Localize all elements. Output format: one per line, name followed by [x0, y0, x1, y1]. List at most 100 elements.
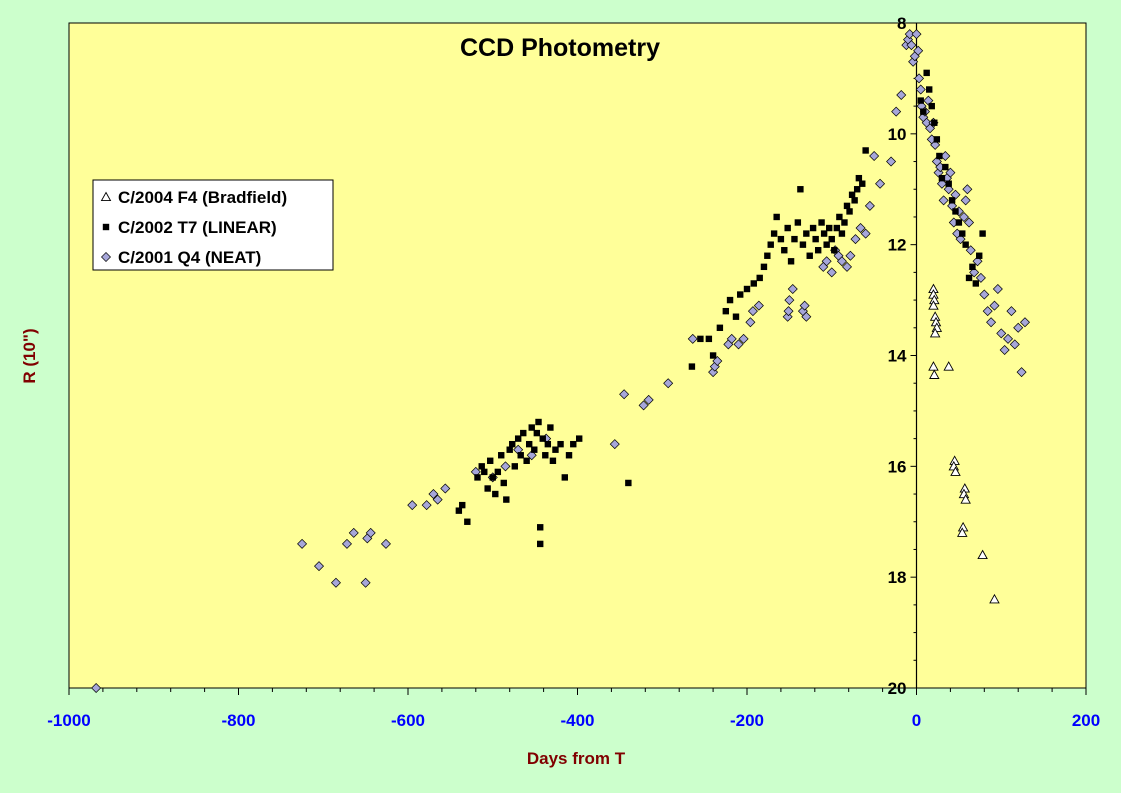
diamond-point	[663, 378, 674, 389]
square-point	[500, 479, 507, 487]
diamond-point	[965, 245, 976, 256]
triangle-point	[928, 361, 939, 371]
x-tick-label: -600	[391, 711, 425, 730]
square-point	[535, 418, 542, 426]
series-triangle	[928, 283, 1000, 604]
diamond-point	[1003, 333, 1014, 344]
square-point	[826, 224, 833, 232]
diamond-point	[432, 494, 443, 505]
square-point	[855, 174, 863, 182]
square-point	[851, 197, 858, 204]
square-point	[494, 468, 502, 476]
square-point	[547, 424, 554, 431]
legend-entry-label: C/2004 F4 (Bradfield)	[118, 188, 287, 207]
square-point	[952, 208, 959, 215]
square-point	[716, 324, 724, 331]
square-point	[972, 280, 980, 287]
diamond-point	[428, 489, 439, 500]
square-point	[557, 440, 564, 448]
diamond-point	[855, 223, 866, 234]
triangle-point	[960, 494, 971, 504]
square-point	[544, 440, 552, 448]
diamond-point	[91, 683, 102, 693]
square-point	[799, 241, 807, 248]
legend-square-marker	[102, 223, 110, 231]
square-point	[931, 119, 938, 126]
square-point	[948, 197, 956, 204]
square-point	[726, 296, 734, 304]
square-point	[969, 263, 976, 271]
chart-title: CCD Photometry	[460, 34, 660, 62]
square-point	[484, 485, 491, 492]
diamond-point	[996, 328, 1007, 339]
diamond-point	[911, 29, 922, 40]
y-tick-label: 18	[888, 568, 907, 587]
diamond-point	[979, 289, 990, 300]
square-point	[506, 446, 513, 453]
square-point	[520, 429, 527, 437]
diamond-point	[958, 211, 969, 222]
square-point	[533, 429, 541, 437]
diamond-point	[945, 167, 956, 178]
diamond-point	[747, 306, 758, 317]
square-point	[514, 435, 522, 442]
diamond-point	[733, 339, 744, 350]
legend-box	[92, 179, 334, 271]
square-point	[464, 518, 471, 525]
diamond-point	[314, 561, 325, 572]
square-point	[767, 241, 774, 248]
square-point	[552, 446, 559, 453]
diamond-point	[738, 333, 749, 344]
diamond-point	[875, 178, 886, 189]
diamond-point	[886, 156, 897, 167]
square-point	[828, 235, 835, 243]
y-axis-ticks: 8 10 12 14 16 18 20	[888, 14, 917, 698]
diamond-point	[643, 394, 654, 405]
legend-triangle-marker	[100, 191, 112, 202]
square-point	[965, 274, 973, 282]
square-point	[945, 180, 952, 187]
square-point	[549, 457, 557, 464]
diamond-point	[360, 577, 371, 588]
square-point	[831, 247, 838, 254]
diamond-point	[836, 256, 847, 267]
square-point	[688, 363, 696, 370]
diamond-point	[745, 317, 756, 328]
diamond-point	[365, 527, 376, 538]
diamond-point	[986, 317, 997, 328]
triangle-point	[928, 300, 939, 310]
square-point	[814, 247, 822, 254]
y-axis-label: R (10")	[20, 328, 39, 383]
diamond-point	[950, 189, 961, 200]
y-tick-label: 14	[888, 347, 907, 366]
diamond-point	[609, 439, 620, 450]
y-tick-label: 12	[888, 236, 907, 255]
diamond-point	[821, 256, 832, 267]
diamond-point	[850, 234, 861, 245]
diamond-point	[915, 84, 926, 95]
square-point	[474, 474, 481, 481]
square-point	[979, 230, 986, 237]
diamond-point	[440, 483, 451, 494]
diamond-point	[1009, 339, 1020, 350]
square-point	[923, 69, 930, 77]
square-point	[756, 274, 763, 282]
square-point	[818, 219, 825, 226]
diamond-point	[845, 250, 856, 261]
diamond-point	[955, 234, 966, 245]
y-tick-label: 10	[888, 125, 907, 144]
diamond-point	[726, 333, 737, 344]
diamond-point	[712, 356, 723, 367]
diamond-point	[864, 200, 875, 211]
diamond-point	[964, 217, 975, 228]
square-point	[770, 230, 778, 237]
y-tick-label: 20	[888, 679, 907, 698]
square-point	[542, 452, 549, 459]
diamond-point	[619, 389, 630, 400]
square-point	[784, 224, 791, 232]
diamond-point	[943, 184, 954, 195]
square-point	[697, 335, 704, 343]
x-tick-label: -400	[560, 711, 594, 730]
square-point	[938, 174, 946, 182]
